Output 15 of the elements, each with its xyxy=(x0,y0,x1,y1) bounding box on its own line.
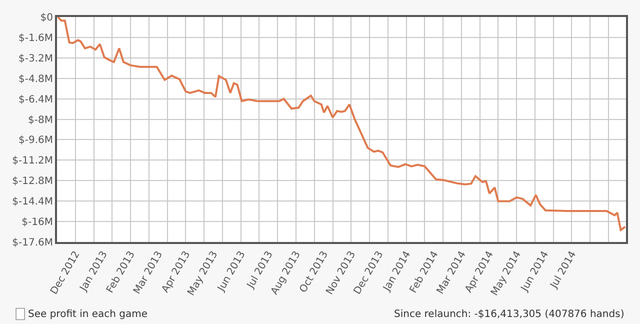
y-tick-label: $-9.6M xyxy=(18,135,53,146)
y-tick-label: $-1.6M xyxy=(18,32,53,44)
text: See profit in each game xyxy=(28,309,148,320)
y-tick-label: $-3.2M xyxy=(18,53,53,64)
y-tick-label: $-16M xyxy=(22,217,53,228)
y-tick-label: $-14.4M xyxy=(12,196,53,208)
y-tick-label: $-11.2M xyxy=(12,156,53,167)
y-tick-label: $-4.8M xyxy=(18,74,53,85)
y-tick-label: $-17.6M xyxy=(12,238,53,248)
line-series xyxy=(57,17,626,231)
y-tick-label: $0 xyxy=(40,12,53,24)
y-tick-label: $-6.4M xyxy=(18,94,53,106)
y-tick-label: $-12.8M xyxy=(12,176,53,188)
y-tick-label: $-8M xyxy=(28,114,53,126)
text: Since relaunch: -$16,413,305 (407876 hands) xyxy=(394,309,624,320)
